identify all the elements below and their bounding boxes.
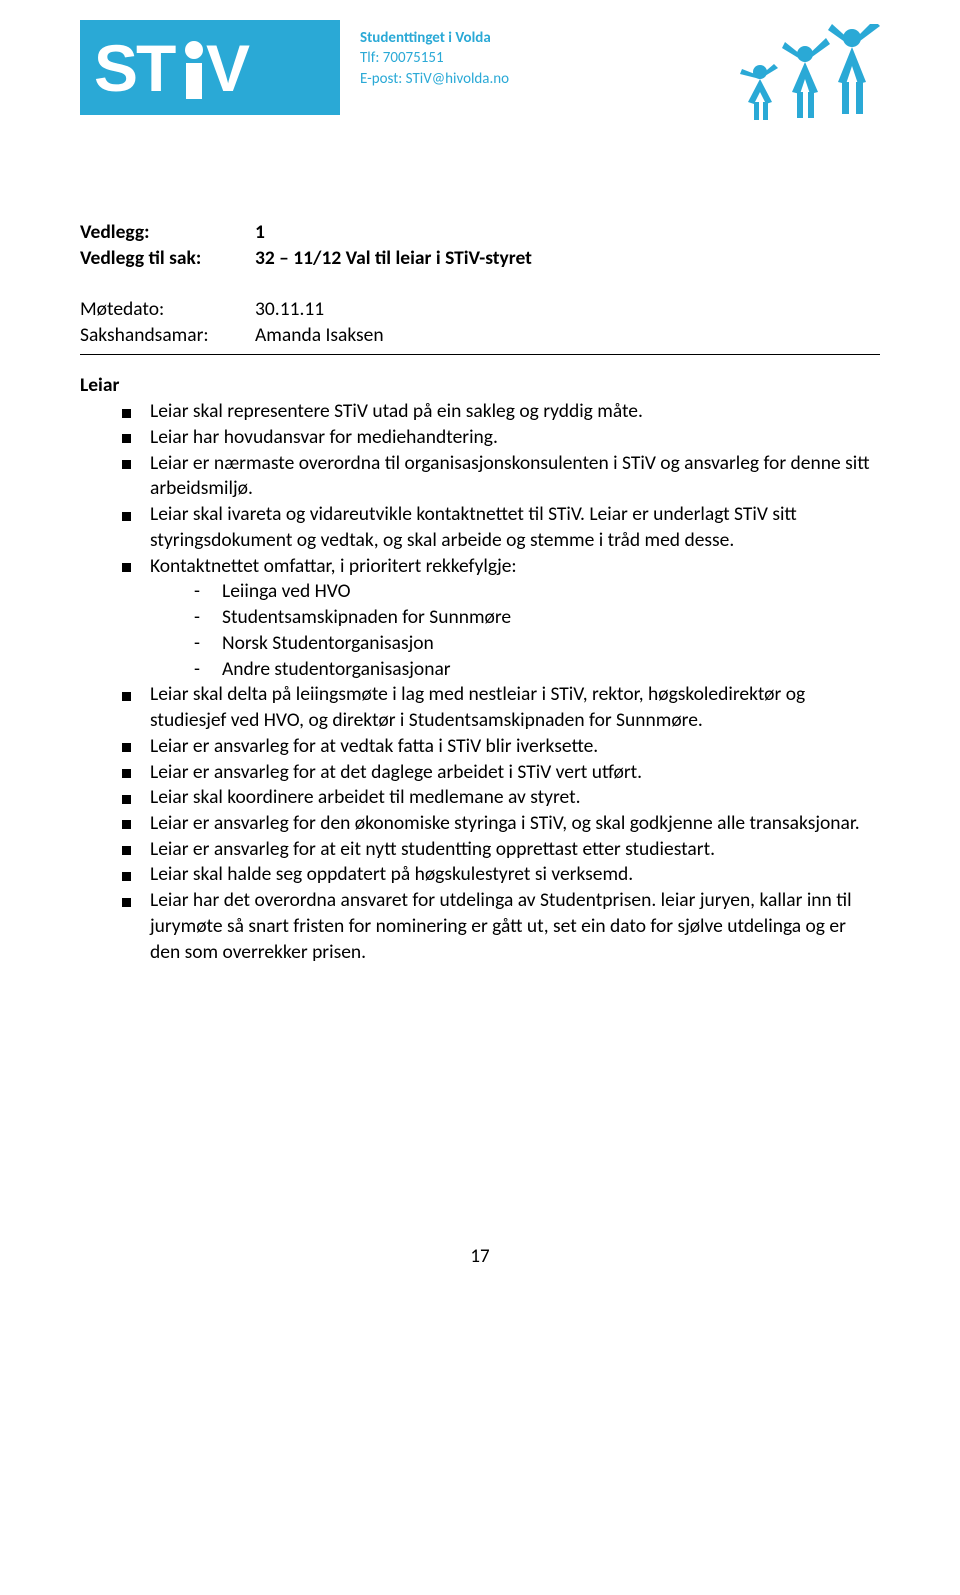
org-email: E-post: STiV@hivolda.no bbox=[360, 69, 509, 89]
document-page: ST V Studenttinget i Volda Tlf: 70075151… bbox=[0, 0, 960, 1308]
sub-list: Leiinga ved HVO Studentsamskipnaden for … bbox=[150, 579, 880, 682]
sub-list-item: Leiinga ved HVO bbox=[194, 579, 880, 605]
meta-label: Sakshandsamar: bbox=[80, 322, 255, 348]
list-item: Kontaktnettet omfattar, i prioritert rek… bbox=[122, 554, 880, 683]
sub-list-item: Andre studentorganisasjonar bbox=[194, 657, 880, 683]
letterhead-text: Studenttinget i Volda Tlf: 70075151 E-po… bbox=[360, 20, 509, 89]
list-item: Leiar skal ivareta og vidareutvikle kont… bbox=[122, 502, 880, 553]
logo: ST V bbox=[80, 20, 340, 115]
page-number: 17 bbox=[80, 1245, 880, 1268]
section-title: Leiar bbox=[80, 373, 880, 397]
meta-motedato: Møtedato: 30.11.11 bbox=[80, 296, 880, 322]
list-item: Leiar skal koordinere arbeidet til medle… bbox=[122, 785, 880, 811]
meta-block-bottom: Møtedato: 30.11.11 Sakshandsamar: Amanda… bbox=[80, 296, 880, 349]
meta-label: Møtedato: bbox=[80, 296, 255, 322]
bullet-list: Leiar skal representere STiV utad på ein… bbox=[80, 399, 880, 965]
list-item: Leiar er ansvarleg for den økonomiske st… bbox=[122, 811, 880, 837]
list-item: Leiar er ansvarleg for at det daglege ar… bbox=[122, 760, 880, 786]
decorative-figures bbox=[730, 20, 880, 129]
list-item: Leiar skal delta på leiingsmøte i lag me… bbox=[122, 682, 880, 733]
meta-vedlegg: Vedlegg: 1 bbox=[80, 219, 880, 245]
divider bbox=[80, 354, 880, 355]
svg-text:V: V bbox=[206, 33, 250, 103]
sub-list-item: Norsk Studentorganisasjon bbox=[194, 631, 880, 657]
list-item: Leiar har hovudansvar for mediehandterin… bbox=[122, 425, 880, 451]
svg-text:ST: ST bbox=[94, 33, 176, 103]
letterhead: ST V Studenttinget i Volda Tlf: 70075151… bbox=[80, 20, 880, 129]
meta-value: 1 bbox=[255, 219, 265, 245]
list-item: Leiar har det overordna ansvaret for utd… bbox=[122, 888, 880, 965]
org-tel: Tlf: 70075151 bbox=[360, 48, 509, 68]
list-item: Leiar er ansvarleg for at vedtak fatta i… bbox=[122, 734, 880, 760]
list-item: Leiar skal representere STiV utad på ein… bbox=[122, 399, 880, 425]
meta-value: 32 – 11/12 Val til leiar i STiV-styret bbox=[255, 245, 532, 271]
list-item: Leiar skal halde seg oppdatert på høgsku… bbox=[122, 862, 880, 888]
meta-block-top: Vedlegg: 1 Vedlegg til sak: 32 – 11/12 V… bbox=[80, 219, 880, 272]
sub-list-item: Studentsamskipnaden for Sunnmøre bbox=[194, 605, 880, 631]
meta-value: 30.11.11 bbox=[255, 296, 324, 322]
meta-label: Vedlegg til sak: bbox=[80, 245, 255, 271]
list-item: Leiar er nærmaste overordna til organisa… bbox=[122, 451, 880, 502]
list-item: Leiar er ansvarleg for at eit nytt stude… bbox=[122, 837, 880, 863]
org-name: Studenttinget i Volda bbox=[360, 28, 509, 48]
meta-sakshandsamar: Sakshandsamar: Amanda Isaksen bbox=[80, 322, 880, 348]
meta-label: Vedlegg: bbox=[80, 219, 255, 245]
meta-vedlegg-sak: Vedlegg til sak: 32 – 11/12 Val til leia… bbox=[80, 245, 880, 271]
meta-value: Amanda Isaksen bbox=[255, 322, 384, 348]
